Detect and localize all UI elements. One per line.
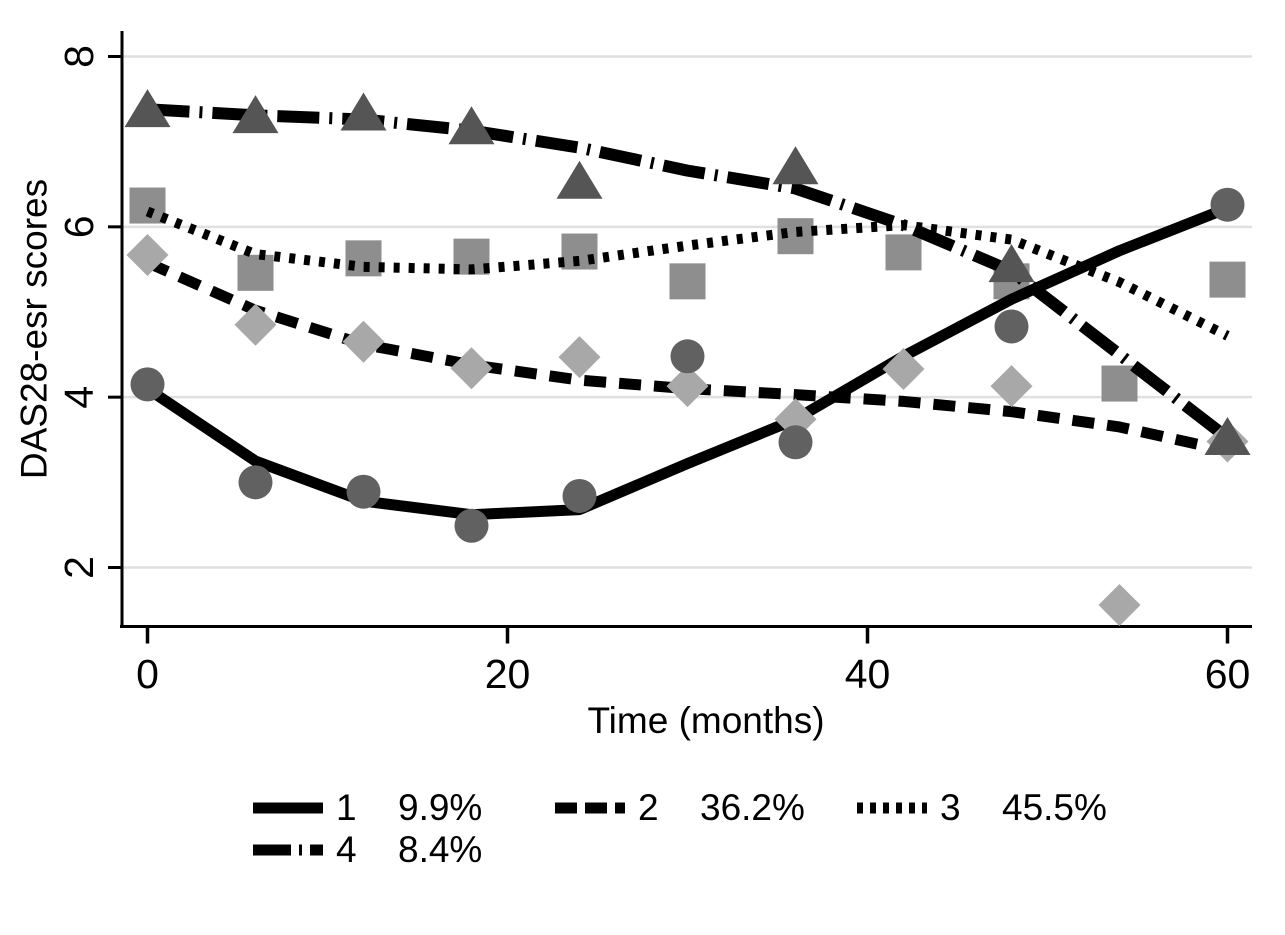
marker-diamond-class2-t12 — [342, 320, 385, 363]
x-axis-title: Time (months) — [587, 700, 824, 741]
marker-circle-class1-t36 — [778, 425, 813, 460]
marker-square-class3-t12 — [345, 240, 382, 277]
legend-item-class4: 4 8.4% — [252, 829, 554, 871]
legend-class-number: 4 — [336, 829, 357, 870]
marker-circle-class1-t24 — [562, 478, 597, 513]
legend: 1 9.9% 2 36.2% 3 45.5% 4 8.4% — [252, 787, 1212, 871]
marker-triangle-class4-t0 — [124, 89, 171, 128]
y-tick-label-2: 2 — [56, 556, 102, 579]
legend-solid-line-swatch — [253, 802, 323, 814]
marker-diamond-class2-t48 — [990, 365, 1033, 408]
marker-square-class3-t60 — [1209, 261, 1246, 298]
x-tick-label-40: 40 — [845, 651, 891, 697]
marker-triangle-class4-t24 — [556, 160, 603, 199]
legend-dotted-line-swatch — [857, 802, 927, 814]
marker-triangle-class4-t60 — [1204, 417, 1251, 456]
marker-square-class3-t54 — [1101, 365, 1138, 402]
marker-diamond-class2-t30 — [666, 365, 709, 408]
marker-diamond-class2-t6 — [234, 303, 277, 346]
marker-square-class3-t42 — [885, 234, 922, 271]
trajectory-line-class3 — [145, 206, 1230, 341]
legend-item-class2: 2 36.2% — [554, 787, 856, 829]
marker-square-class3-t30 — [669, 263, 706, 300]
trajectory-line-class2 — [145, 257, 1229, 457]
legend-class-percent: 8.4% — [398, 829, 483, 870]
marker-circle-class1-t48 — [994, 309, 1029, 344]
legend-class-number: 3 — [940, 787, 961, 828]
marker-circle-class1-t30 — [670, 339, 705, 374]
marker-circle-class1-t0 — [130, 367, 165, 402]
marker-circle-class1-t60 — [1210, 187, 1245, 222]
legend-item-class1: 1 9.9% — [252, 787, 554, 829]
marker-circle-class1-t12 — [346, 474, 381, 509]
y-tick-label-4: 4 — [56, 386, 102, 409]
y-tick-label-8: 8 — [56, 45, 102, 68]
marker-diamond-class2-t18 — [450, 347, 493, 390]
legend-class-percent: 9.9% — [398, 787, 483, 828]
trajectory-line-class4 — [147, 103, 1232, 443]
y-tick-label-6: 6 — [56, 215, 102, 238]
x-tick-label-60: 60 — [1205, 651, 1251, 697]
marker-diamond-class2-t0 — [126, 233, 169, 276]
marker-circle-class1-t18 — [454, 508, 489, 543]
trajectory-line-class1 — [144, 202, 1230, 521]
marker-triangle-class4-t12 — [340, 92, 387, 131]
legend-class-number: 2 — [638, 787, 659, 828]
legend-class-percent: 45.5% — [1002, 787, 1107, 828]
legend-item-class3: 3 45.5% — [856, 787, 1158, 829]
marker-square-class3-t6 — [237, 254, 274, 291]
legend-class-number: 1 — [336, 787, 357, 828]
legend-dashdot-line-swatch — [253, 844, 323, 856]
x-tick-label-20: 20 — [485, 651, 531, 697]
marker-diamond-class2-t42 — [882, 348, 925, 391]
marker-triangle-class4-t6 — [232, 95, 279, 134]
marker-square-class3-t0 — [129, 187, 166, 224]
marker-triangle-class4-t36 — [772, 146, 819, 185]
marker-diamond-class2-t24 — [558, 336, 601, 379]
legend-class-percent: 36.2% — [700, 787, 805, 828]
marker-triangle-class4-t18 — [448, 106, 495, 145]
y-axis-title: DAS28-esr scores — [14, 179, 55, 479]
marker-diamond-class2-t54 — [1098, 583, 1141, 626]
legend-dashed-line-swatch — [555, 802, 625, 814]
x-tick-label-0: 0 — [136, 651, 159, 697]
marker-triangle-class4-t48 — [988, 244, 1035, 283]
marker-circle-class1-t6 — [238, 465, 273, 500]
